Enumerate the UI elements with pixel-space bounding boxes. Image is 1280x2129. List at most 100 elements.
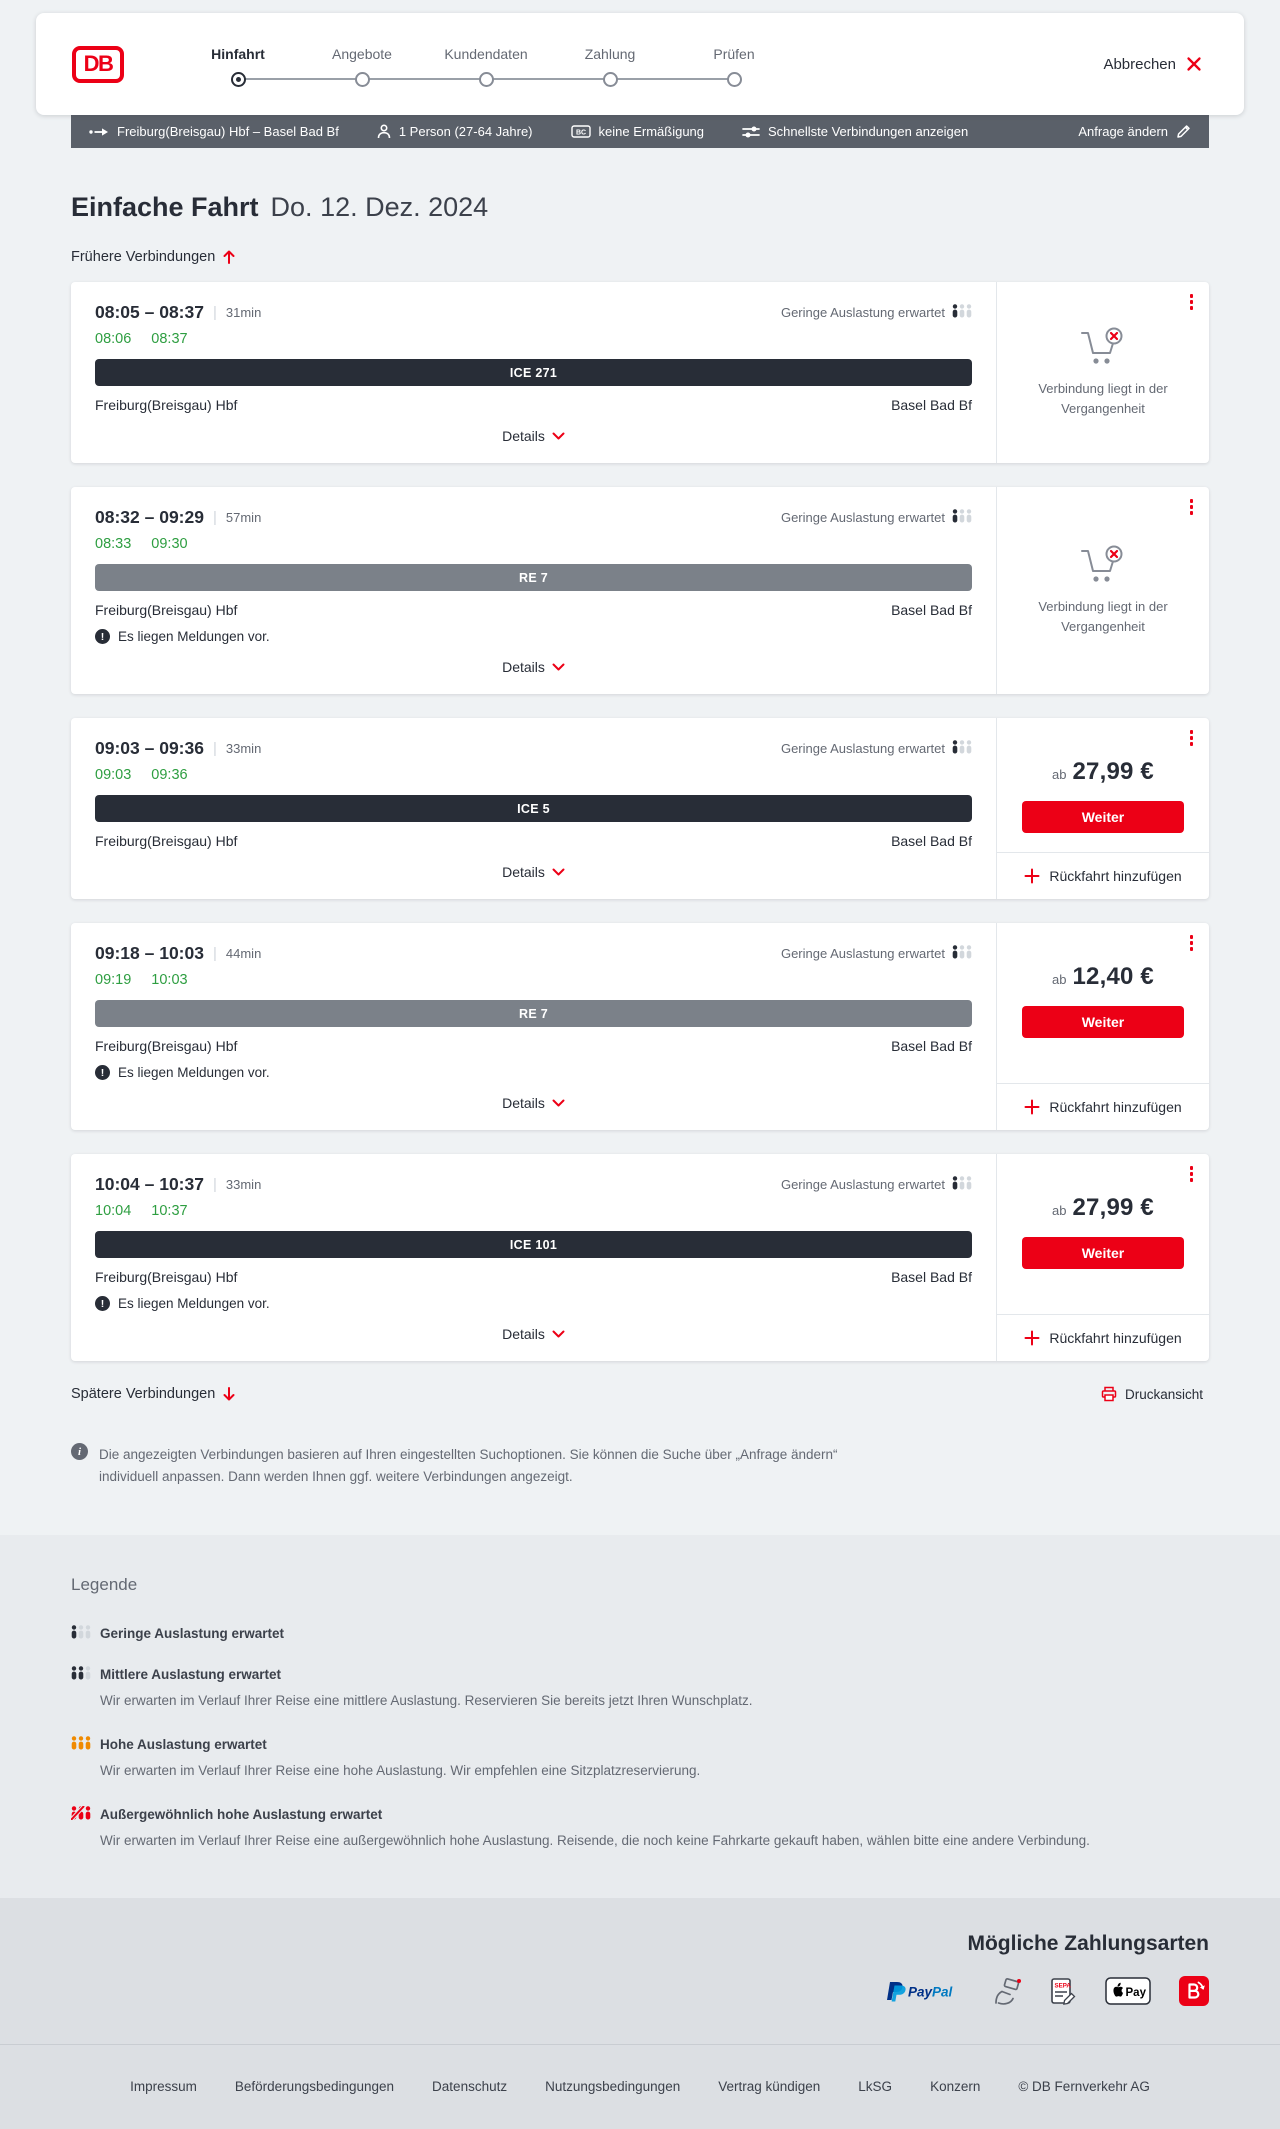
departure-station: Freiburg(Breisgau) Hbf (95, 602, 238, 618)
continue-button[interactable]: Weiter (1022, 1006, 1184, 1038)
fastest-connections-button[interactable]: Schnellste Verbindungen anzeigen (742, 124, 968, 139)
more-options-button[interactable] (1187, 1163, 1197, 1185)
warning-label: Es liegen Meldungen vor. (118, 1296, 270, 1311)
continue-button[interactable]: Weiter (1022, 801, 1184, 833)
cancel-button[interactable]: Abbrechen (1097, 55, 1208, 74)
info-icon: i (71, 1443, 88, 1460)
more-options-button[interactable] (1187, 291, 1197, 313)
departure-station: Freiburg(Breisgau) Hbf (95, 833, 238, 849)
query-route: Freiburg(Breisgau) Hbf – Basel Bad Bf (89, 124, 339, 139)
legend-list: Geringe Auslastung erwartet Mittlere Aus… (69, 1625, 1209, 1852)
page-title: Einfache Fahrt Do. 12. Dez. 2024 (71, 192, 1209, 223)
occupancy-indicator: Geringe Auslastung erwartet (781, 304, 972, 321)
booking-panel: ab 27,99 € Weiter Rückfahrt hinzufügen (997, 718, 1209, 899)
cart-unavailable-icon (1081, 327, 1123, 364)
header: DB Hinfahrt Angebote Kundendaten Zahlung… (36, 13, 1244, 115)
add-return-button[interactable]: Rückfahrt hinzufügen (997, 1083, 1209, 1130)
price-value: 12,40 € (1072, 963, 1154, 990)
footer-link[interactable]: Vertrag kündigen (718, 2079, 821, 2095)
more-options-button[interactable] (1187, 932, 1197, 954)
stepper-step[interactable]: Zahlung (548, 46, 672, 87)
query-discount: BC keine Ermäßigung (570, 124, 705, 139)
connection-times: 08:05 – 08:37 (95, 302, 204, 322)
footer-link[interactable]: Nutzungsbedingungen (545, 2079, 681, 2095)
warning-icon: ! (95, 629, 110, 644)
train-label: ICE 101 (509, 1237, 558, 1252)
footer-link[interactable]: Beförderungsbedingungen (234, 2079, 395, 2095)
train-label: ICE 271 (509, 365, 558, 380)
footer-link[interactable]: Impressum (130, 2079, 197, 2095)
continue-button[interactable]: Weiter (1022, 1237, 1184, 1269)
legend-item: Geringe Auslastung erwartet (71, 1625, 1209, 1642)
occupancy-icon (71, 1625, 91, 1639)
later-connections-label: Spätere Verbindungen (71, 1386, 216, 1402)
realtime-arrival: 10:37 (151, 1203, 188, 1219)
stepper-step[interactable]: Hinfahrt (176, 46, 300, 87)
price-value: 27,99 € (1072, 1194, 1154, 1221)
travel-date: Do. 12. Dez. 2024 (270, 192, 489, 222)
connection-main: 08:05 – 08:37 | 31min Geringe Auslastung… (95, 302, 972, 445)
print-view-button[interactable]: Druckansicht (1095, 1385, 1209, 1403)
add-return-button[interactable]: Rückfahrt hinzufügen (997, 852, 1209, 899)
details-button[interactable]: Details (496, 863, 571, 881)
earlier-connections-button[interactable]: Frühere Verbindungen (71, 249, 236, 265)
more-options-button[interactable] (1187, 496, 1197, 518)
train-bar: RE 7 (95, 1000, 972, 1027)
warning-label: Es liegen Meldungen vor. (118, 1065, 270, 1080)
price-prefix: ab (1052, 767, 1067, 782)
details-button[interactable]: Details (496, 658, 571, 676)
modify-request-button[interactable]: Anfrage ändern (1078, 124, 1191, 139)
footer-link[interactable]: LkSG (858, 2079, 893, 2095)
query-summary-bar: Freiburg(Breisgau) Hbf – Basel Bad Bf 1 … (71, 115, 1209, 148)
stepper-step-label: Kundendaten (444, 45, 528, 62)
legend-item-desc: Wir erwarten im Verlauf Ihrer Reise eine… (100, 1693, 753, 1709)
later-connections-button[interactable]: Spätere Verbindungen (71, 1386, 236, 1402)
occupancy-indicator: Geringe Auslastung erwartet (781, 945, 972, 962)
realtime-row: 09:19 10:03 (95, 972, 972, 988)
connection-side: ab 27,99 € Weiter Rückfahrt hinzufügen (996, 1154, 1209, 1361)
occupancy-indicator: Geringe Auslastung erwartet (781, 1176, 972, 1193)
modify-request-label: Anfrage ändern (1078, 124, 1168, 139)
more-options-button[interactable] (1187, 727, 1197, 749)
stepper-step[interactable]: Kundendaten (424, 46, 548, 87)
stepper-step[interactable]: Prüfen (672, 46, 796, 87)
plus-icon (1024, 1330, 1040, 1346)
footer-link[interactable]: Konzern (930, 2079, 981, 2095)
add-return-label: Rückfahrt hinzufügen (1049, 1099, 1182, 1115)
db-logo: DB (72, 45, 124, 83)
legend-item-desc: Wir erwarten im Verlauf Ihrer Reise eine… (100, 1833, 1090, 1849)
printer-icon (1101, 1386, 1117, 1402)
stepper-step-label: Hinfahrt (211, 45, 265, 62)
connection-card: 09:18 – 10:03 | 44min Geringe Auslastung… (71, 923, 1209, 1130)
details-button[interactable]: Details (496, 1325, 571, 1343)
close-icon (1187, 57, 1201, 71)
occupancy-icon-slot (952, 509, 972, 526)
warning-icon: ! (95, 1296, 110, 1311)
add-return-button[interactable]: Rückfahrt hinzufügen (997, 1314, 1209, 1361)
occupancy-icon (69, 1804, 91, 1822)
chevron-down-icon (552, 868, 565, 875)
details-label: Details (502, 1326, 545, 1342)
pencil-icon (1177, 125, 1190, 138)
chevron-down-icon (552, 1099, 565, 1106)
cart-unavailable-icon (1081, 545, 1123, 582)
footer-link[interactable]: Datenschutz (432, 2079, 508, 2095)
booking-panel: ab 27,99 € Weiter Rückfahrt hinzufügen (997, 1154, 1209, 1361)
journey-arrow-icon (89, 127, 108, 136)
stepper-step-dot (230, 71, 246, 87)
progress-stepper: Hinfahrt Angebote Kundendaten Zahlung Pr… (176, 46, 796, 87)
add-return-label: Rückfahrt hinzufügen (1049, 1330, 1182, 1346)
arrival-station: Basel Bad Bf (891, 1038, 972, 1054)
details-button[interactable]: Details (496, 1094, 571, 1112)
add-return-label: Rückfahrt hinzufügen (1049, 868, 1182, 884)
query-discount-label: keine Ermäßigung (598, 124, 705, 139)
connection-card: 10:04 – 10:37 | 33min Geringe Auslastung… (71, 1154, 1209, 1361)
creditcard-hand-icon (995, 1977, 1021, 2005)
connection-side: ab 27,99 € Weiter Rückfahrt hinzufügen (996, 718, 1209, 899)
arrival-station: Basel Bad Bf (891, 1269, 972, 1285)
occupancy-icon-slot (952, 945, 972, 962)
stepper-step[interactable]: Angebote (300, 46, 424, 87)
occupancy-icon (952, 945, 972, 959)
details-button[interactable]: Details (496, 427, 571, 445)
connection-duration: 44min (225, 946, 262, 961)
